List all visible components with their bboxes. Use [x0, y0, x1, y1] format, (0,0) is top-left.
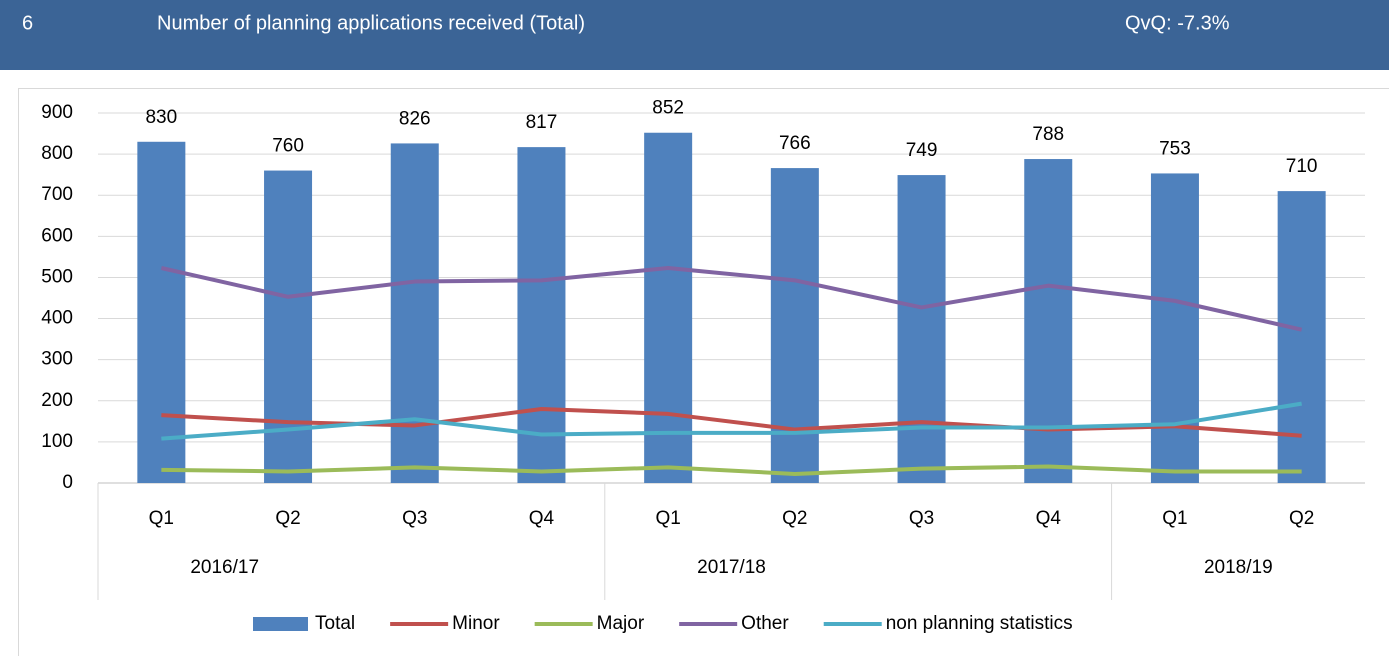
line: [161, 401, 1302, 441]
data-label: 817: [526, 112, 558, 133]
header-band: [0, 0, 1389, 70]
data-label: 830: [145, 107, 177, 128]
x-tick-label: Q2: [1289, 508, 1314, 529]
legend-label: Total: [315, 613, 355, 634]
y-tick-label: 900: [41, 102, 73, 123]
x-tick-label: Q3: [402, 508, 427, 529]
x-tick-label: Q3: [909, 508, 934, 529]
y-tick-label: 400: [41, 308, 73, 329]
y-tick-label: 700: [41, 184, 73, 205]
legend-label: Major: [597, 613, 645, 634]
chart-border: [18, 88, 1389, 656]
group-label: 2017/18: [697, 557, 766, 578]
y-tick-label: 0: [62, 472, 73, 493]
x-tick-label: Q4: [529, 508, 555, 529]
group-label: 2018/19: [1204, 557, 1273, 578]
legend-label: Other: [741, 613, 789, 634]
y-tick-label: 200: [41, 390, 73, 411]
y-tick-label: 100: [41, 431, 73, 452]
bar: [517, 147, 566, 483]
x-tick-label: Q1: [1162, 508, 1187, 529]
data-label: 826: [399, 108, 431, 129]
bar: [1277, 191, 1326, 483]
bar: [897, 175, 946, 484]
y-tick-label: 300: [41, 349, 73, 370]
bar: [1024, 159, 1073, 484]
data-label: 749: [906, 140, 938, 161]
legend-label: non planning statistics: [886, 613, 1073, 634]
y-tick-label: 600: [41, 225, 73, 246]
data-label: 852: [652, 98, 684, 119]
line: [160, 265, 1303, 332]
x-tick-label: Q4: [1036, 508, 1062, 529]
group-label: 2016/17: [190, 557, 259, 578]
header-number: 6: [22, 12, 33, 34]
legend-swatch: [253, 617, 308, 631]
bar: [1150, 173, 1199, 483]
bar: [644, 132, 693, 483]
line: [161, 464, 1302, 476]
x-tick-label: Q2: [782, 508, 807, 529]
bar: [770, 168, 819, 484]
y-tick-label: 500: [41, 266, 73, 287]
bar: [137, 141, 186, 483]
legend-label: Minor: [452, 613, 500, 634]
bar: [390, 143, 439, 483]
data-label: 753: [1159, 138, 1191, 159]
data-label: 710: [1286, 156, 1318, 177]
data-label: 760: [272, 136, 304, 157]
x-tick-label: Q1: [149, 508, 174, 529]
header-qvq: QvQ: -7.3%: [1125, 12, 1230, 34]
bar: [264, 170, 313, 484]
x-tick-label: Q1: [655, 508, 680, 529]
x-tick-label: Q2: [275, 508, 300, 529]
header-title: Number of planning applications received…: [157, 12, 585, 34]
data-label: 788: [1032, 124, 1064, 145]
data-label: 766: [779, 133, 811, 154]
y-tick-label: 800: [41, 143, 73, 164]
